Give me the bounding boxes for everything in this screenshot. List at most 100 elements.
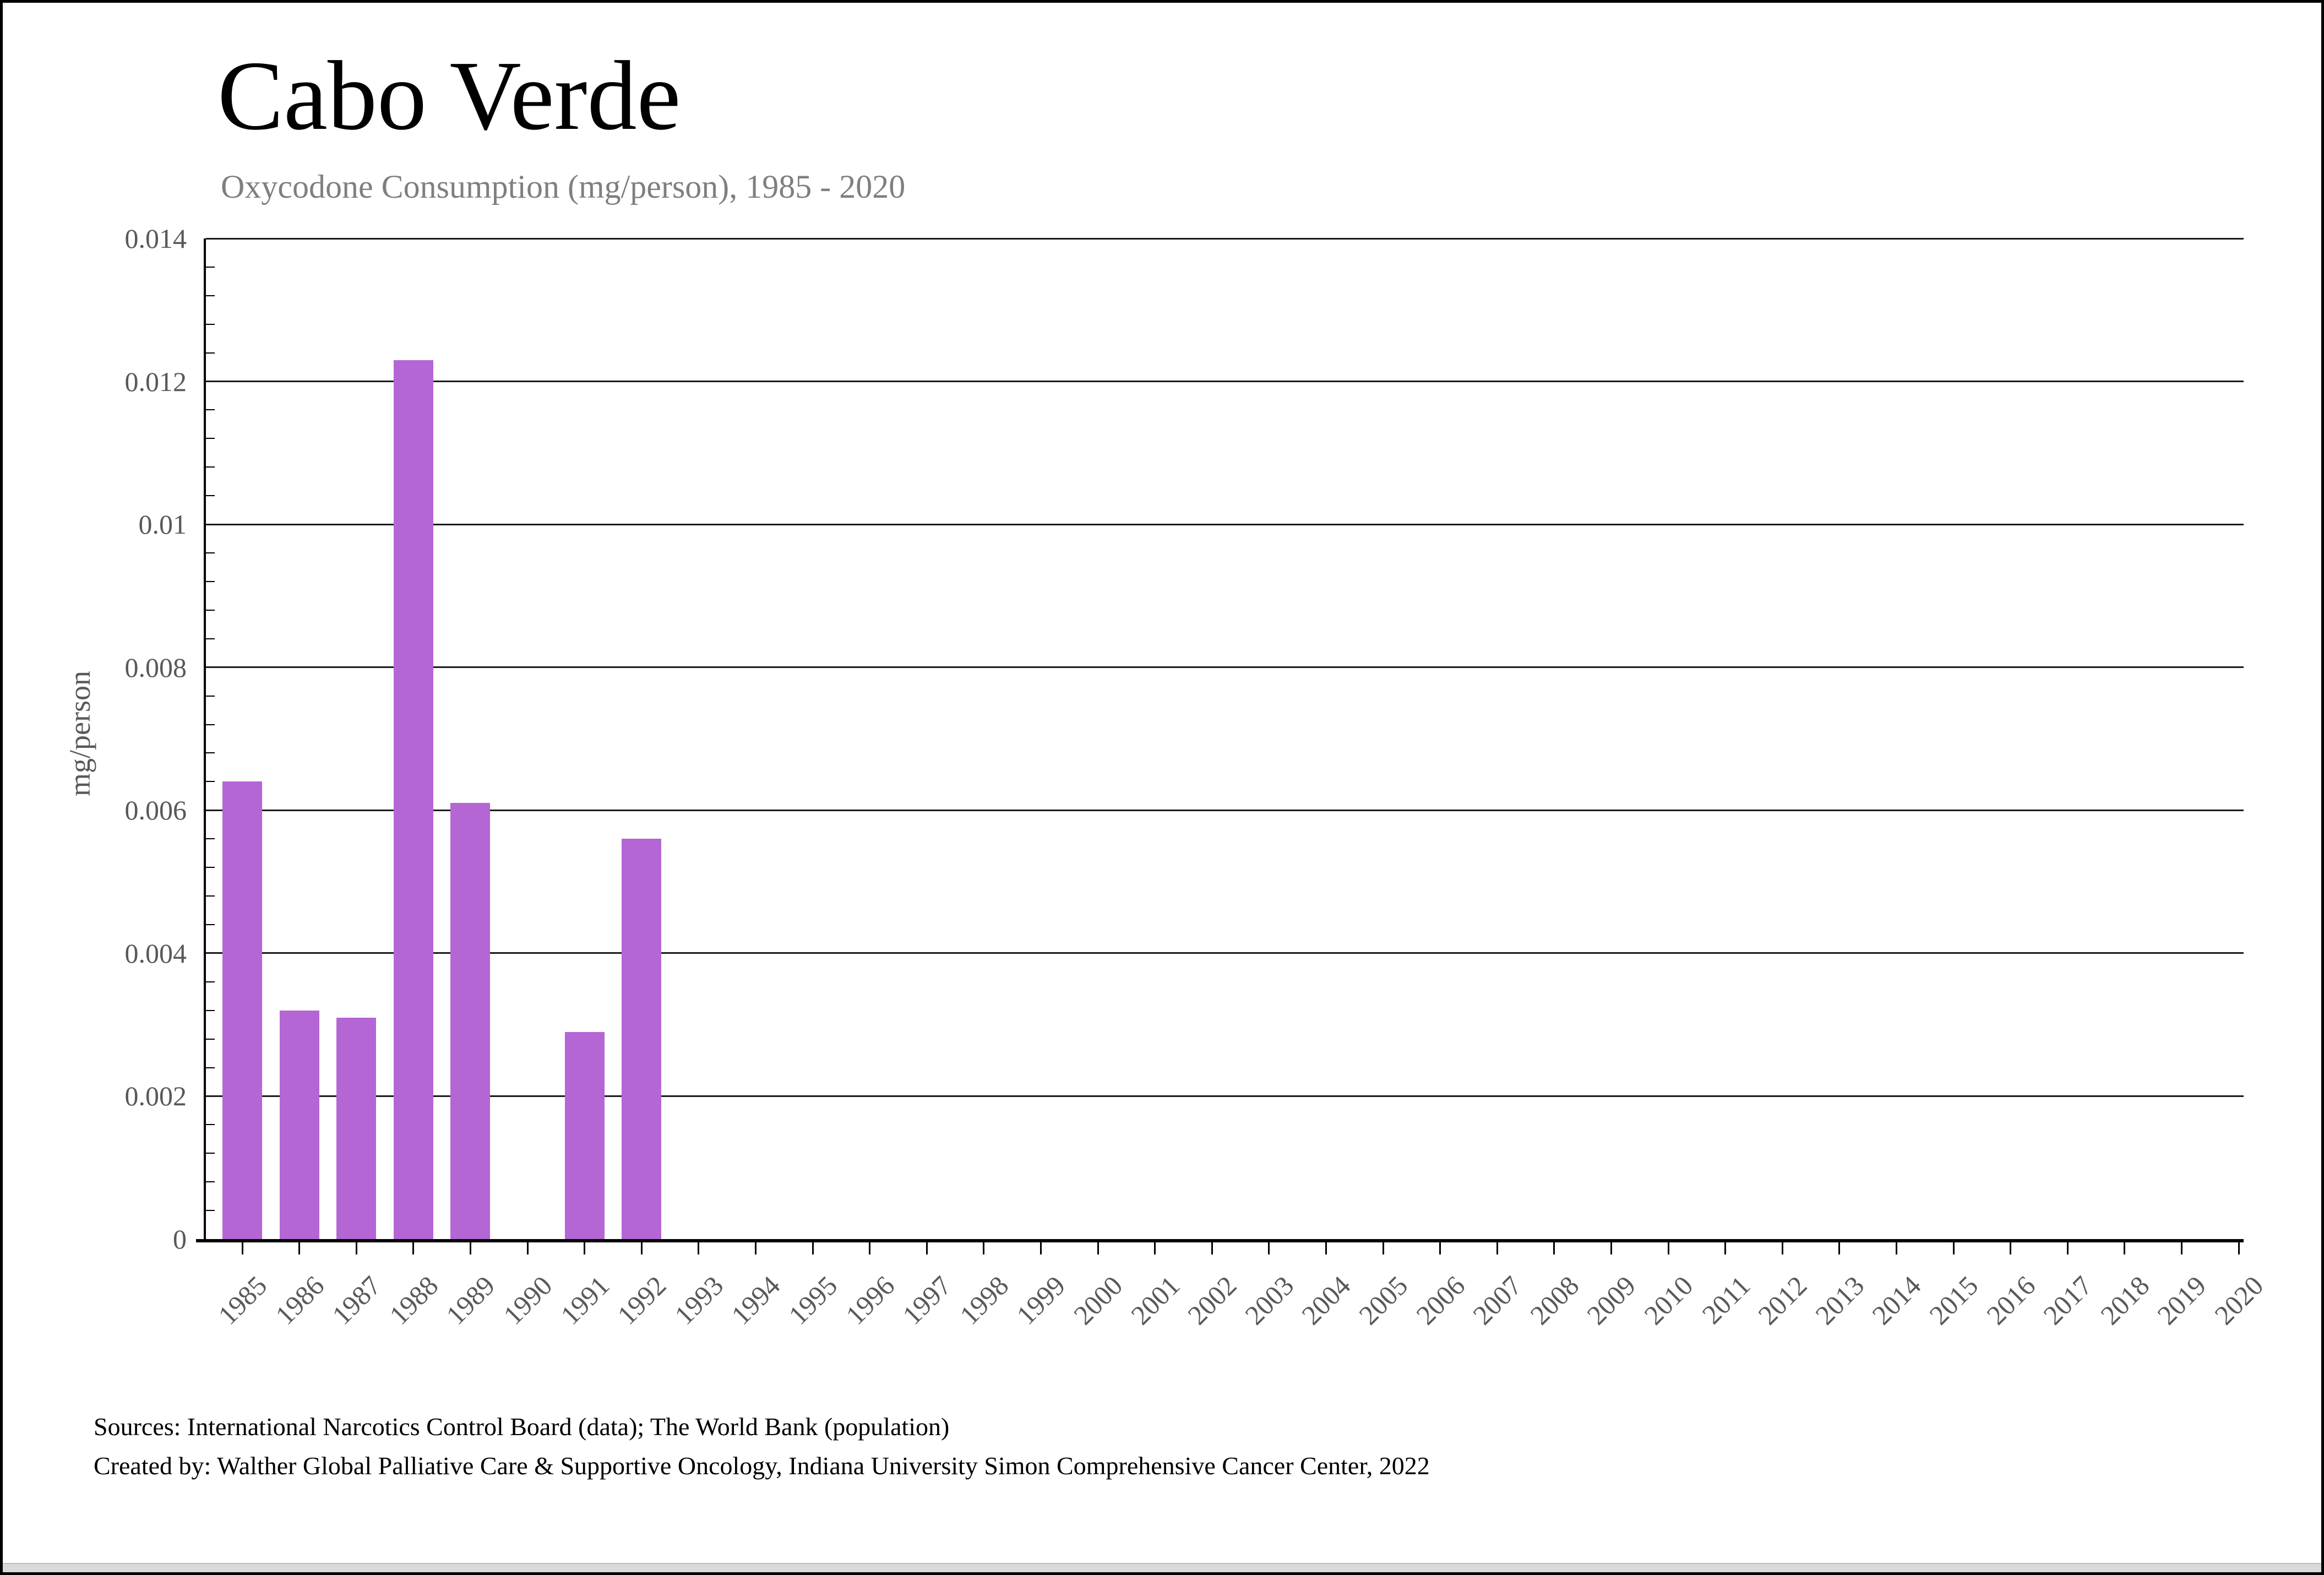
y-minor-tick xyxy=(206,724,215,725)
y-minor-tick xyxy=(206,781,215,783)
x-tick-label-1998: 1998 xyxy=(953,1269,1015,1331)
x-tick-1994 xyxy=(754,1239,756,1254)
sources-line: Sources: International Narcotics Control… xyxy=(94,1413,950,1441)
chart-title: Cabo Verde xyxy=(217,41,681,150)
x-tick-1990 xyxy=(526,1239,529,1254)
y-minor-tick xyxy=(206,1067,215,1068)
footer-credits: Sources: International Narcotics Control… xyxy=(94,1407,1430,1486)
x-tick-1991 xyxy=(584,1239,586,1254)
bar-1986 xyxy=(279,1010,319,1239)
x-tick-2018 xyxy=(2124,1239,2126,1254)
x-tick-label-1997: 1997 xyxy=(896,1269,957,1331)
x-tick-label-1987: 1987 xyxy=(326,1269,387,1331)
x-tick-label-1993: 1993 xyxy=(668,1269,730,1331)
y-minor-tick xyxy=(206,295,215,296)
x-tick-label-1994: 1994 xyxy=(725,1269,786,1331)
x-tick-label-1986: 1986 xyxy=(269,1269,330,1331)
x-tick-label-1992: 1992 xyxy=(611,1269,672,1331)
x-tick-2016 xyxy=(2010,1239,2012,1254)
x-tick-label-2000: 2000 xyxy=(1068,1269,1129,1331)
y-minor-tick xyxy=(206,352,215,354)
y-tick-label-0.01: 0.01 xyxy=(138,509,187,540)
y-tick-label-0: 0 xyxy=(173,1224,187,1254)
y-minor-tick xyxy=(206,609,215,611)
x-tick-2017 xyxy=(2066,1239,2069,1254)
y-axis-line xyxy=(204,238,206,1241)
y-minor-tick xyxy=(206,580,215,582)
bar-1987 xyxy=(336,1017,377,1239)
x-tick-label-2009: 2009 xyxy=(1581,1269,1642,1331)
x-tick-label-1988: 1988 xyxy=(383,1269,444,1331)
x-tick-label-2006: 2006 xyxy=(1409,1269,1471,1331)
x-tick-2019 xyxy=(2180,1239,2183,1254)
y-tick-label-0.006: 0.006 xyxy=(124,795,187,826)
gridline-0.004 xyxy=(206,952,2244,954)
bar-1991 xyxy=(564,1031,605,1239)
y-minor-tick xyxy=(206,981,215,982)
x-tick-label-1991: 1991 xyxy=(554,1269,616,1331)
x-tick-label-1989: 1989 xyxy=(440,1269,501,1331)
x-tick-label-2019: 2019 xyxy=(2151,1269,2212,1331)
x-tick-1997 xyxy=(926,1239,928,1254)
x-tick-2011 xyxy=(1724,1239,1727,1254)
y-minor-tick xyxy=(206,323,215,325)
x-tick-label-1985: 1985 xyxy=(212,1269,273,1331)
y-tick-label-0.008: 0.008 xyxy=(124,651,187,683)
x-tick-2009 xyxy=(1610,1239,1612,1254)
x-tick-2012 xyxy=(1781,1239,1783,1254)
x-tick-label-1999: 1999 xyxy=(1010,1269,1071,1331)
x-tick-label-2003: 2003 xyxy=(1238,1269,1300,1331)
y-minor-tick xyxy=(206,495,215,497)
x-tick-label-2017: 2017 xyxy=(2037,1269,2098,1331)
y-minor-tick xyxy=(206,1153,215,1154)
x-tick-label-2005: 2005 xyxy=(1353,1269,1414,1331)
x-tick-2010 xyxy=(1667,1239,1669,1254)
x-tick-label-2015: 2015 xyxy=(1923,1269,1984,1331)
x-tick-label-2020: 2020 xyxy=(2208,1269,2269,1331)
y-minor-tick xyxy=(206,1210,215,1212)
y-minor-tick xyxy=(206,466,215,468)
x-tick-2014 xyxy=(1895,1239,1897,1254)
gridline-0.012 xyxy=(206,381,2244,383)
y-minor-tick xyxy=(206,552,215,554)
bar-1992 xyxy=(622,839,662,1239)
x-tick-label-2001: 2001 xyxy=(1124,1269,1186,1331)
y-tick-label-0.002: 0.002 xyxy=(124,1080,187,1112)
x-tick-2000 xyxy=(1097,1239,1099,1254)
x-tick-label-2010: 2010 xyxy=(1638,1269,1699,1331)
gridline-0.014 xyxy=(206,237,2244,240)
x-tick-label-2008: 2008 xyxy=(1523,1269,1585,1331)
x-tick-label-2016: 2016 xyxy=(1980,1269,2042,1331)
y-minor-tick xyxy=(206,695,215,697)
x-axis-line xyxy=(196,1239,2244,1242)
y-axis-title: mg/person xyxy=(63,671,96,796)
x-tick-label-2012: 2012 xyxy=(1752,1269,1813,1331)
x-tick-2020 xyxy=(2238,1239,2240,1254)
y-minor-tick xyxy=(206,838,215,840)
x-tick-2003 xyxy=(1268,1239,1270,1254)
y-minor-tick xyxy=(206,638,215,639)
bar-1985 xyxy=(222,781,262,1239)
gridline-0.006 xyxy=(206,809,2244,811)
y-minor-tick xyxy=(206,867,215,868)
x-tick-2001 xyxy=(1154,1239,1156,1254)
x-tick-2004 xyxy=(1325,1239,1327,1254)
x-tick-label-2011: 2011 xyxy=(1696,1269,1756,1330)
x-tick-1986 xyxy=(298,1239,301,1254)
gridline-0.002 xyxy=(206,1095,2244,1097)
y-minor-tick xyxy=(206,1038,215,1040)
y-tick-label-0.014: 0.014 xyxy=(124,223,187,254)
y-minor-tick xyxy=(206,409,215,411)
x-tick-2002 xyxy=(1211,1239,1213,1254)
x-tick-label-2013: 2013 xyxy=(1809,1269,1870,1331)
x-tick-label-2018: 2018 xyxy=(2094,1269,2156,1331)
created-by-line: Created by: Walther Global Palliative Ca… xyxy=(94,1452,1430,1480)
x-tick-label-2014: 2014 xyxy=(1866,1269,1927,1331)
y-minor-tick xyxy=(206,924,215,925)
chart-subtitle: Oxycodone Consumption (mg/person), 1985 … xyxy=(221,169,906,205)
horizontal-scrollbar[interactable] xyxy=(3,1563,2321,1572)
x-tick-1987 xyxy=(355,1239,357,1254)
y-minor-tick xyxy=(206,1181,215,1183)
y-tick-label-0.012: 0.012 xyxy=(124,366,187,397)
